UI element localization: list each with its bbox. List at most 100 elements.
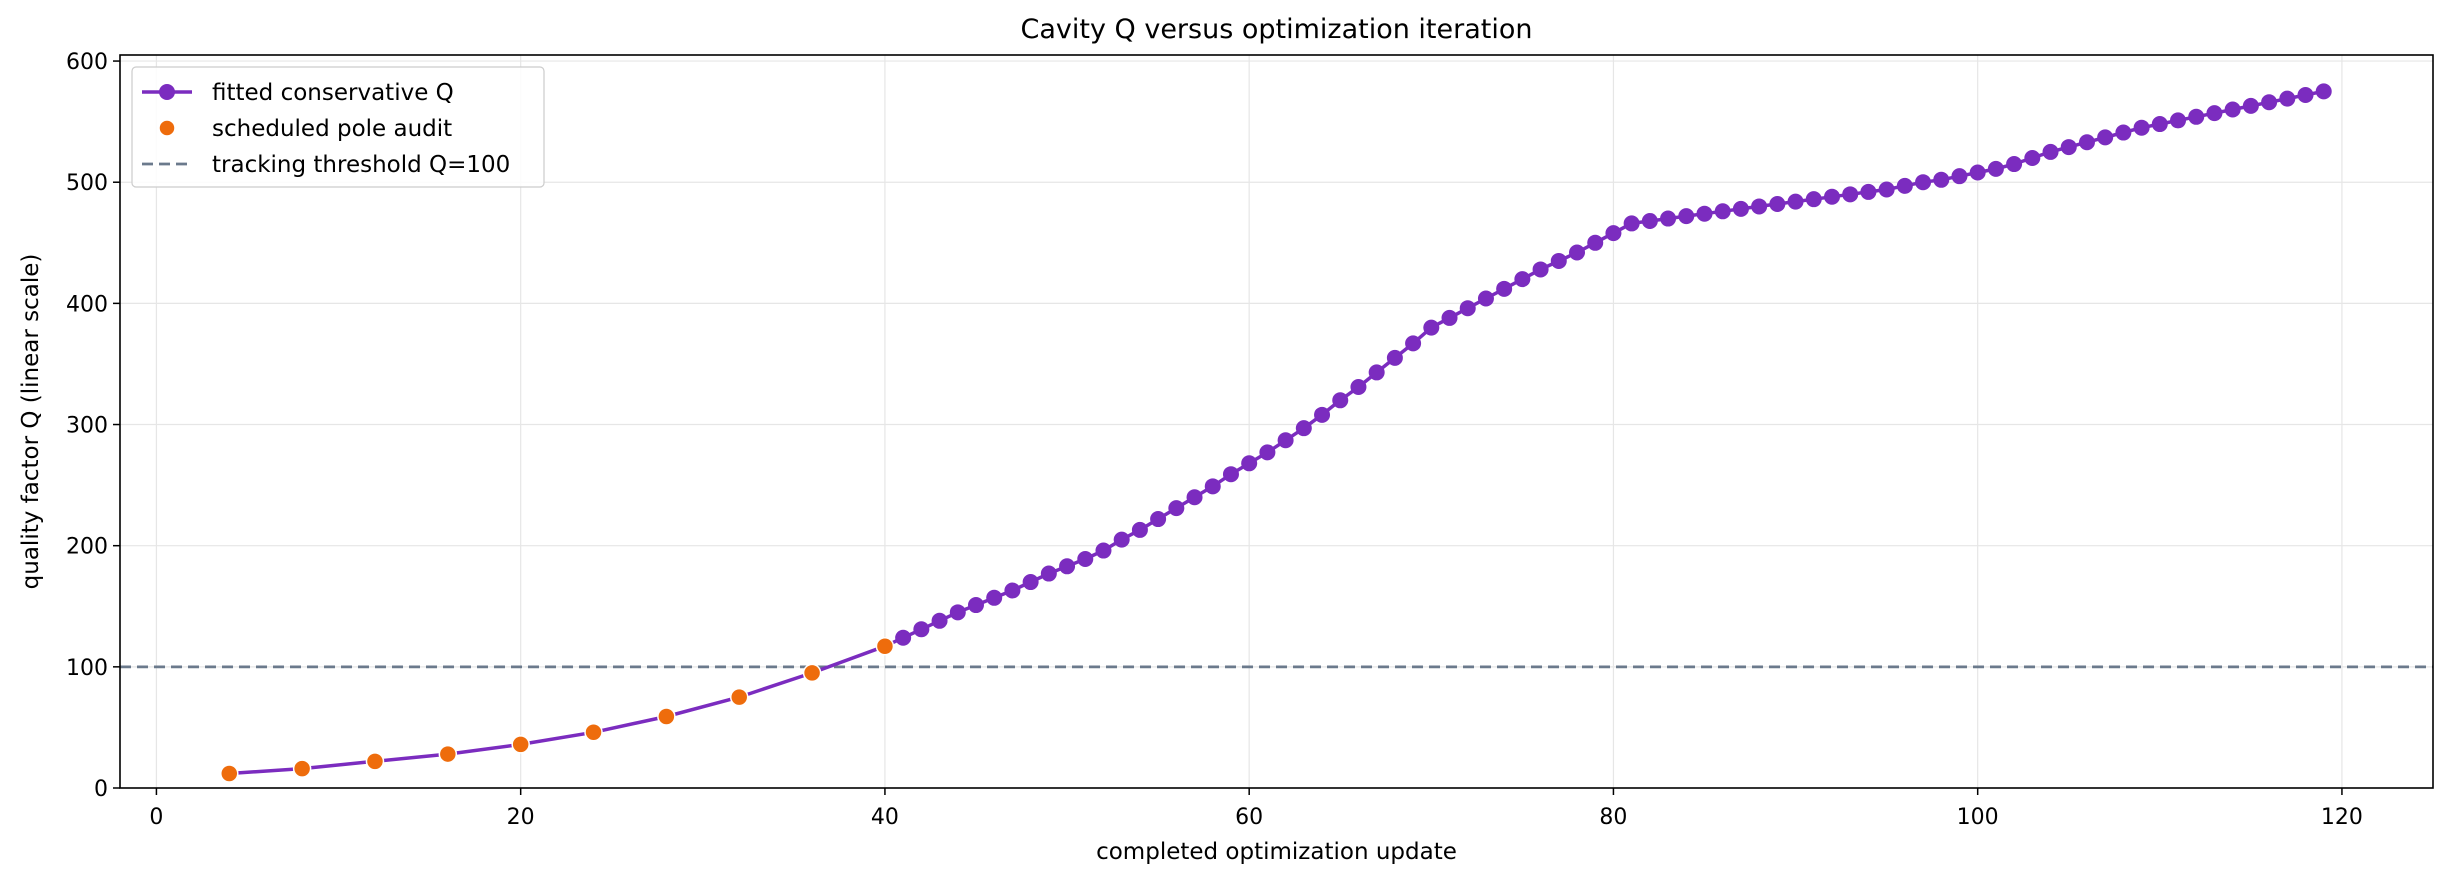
- data-point-fitted: [1186, 489, 1203, 506]
- data-point-fitted: [1441, 309, 1458, 326]
- data-point-fitted: [2170, 112, 2187, 129]
- data-point-audit: [802, 663, 822, 683]
- data-point-fitted: [895, 629, 912, 646]
- data-point-fitted: [2060, 139, 2077, 156]
- data-point-fitted: [1587, 234, 1604, 251]
- data-point-audit: [511, 735, 530, 754]
- data-point-fitted: [1405, 335, 1422, 352]
- data-point-fitted: [2315, 83, 2332, 100]
- y-tick-label: 200: [66, 535, 108, 560]
- data-point-fitted: [2206, 105, 2223, 122]
- y-tick-label: 600: [66, 50, 108, 75]
- data-point-fitted: [2133, 119, 2150, 136]
- data-point-fitted: [2078, 134, 2095, 151]
- data-point-fitted: [1113, 531, 1130, 548]
- data-point-fitted: [2042, 143, 2059, 160]
- data-point-audit: [365, 752, 385, 771]
- data-point-fitted: [1368, 364, 1385, 381]
- data-point-fitted: [1004, 582, 1021, 599]
- data-point-fitted: [913, 621, 930, 638]
- x-tick-label: 20: [507, 805, 535, 830]
- data-point-fitted: [2188, 108, 2205, 125]
- x-axis-label: completed optimization update: [1096, 839, 1457, 865]
- data-point-fitted: [949, 604, 966, 621]
- data-point-fitted: [1386, 349, 1403, 366]
- data-point-fitted: [1696, 205, 1713, 222]
- y-tick-label: 500: [66, 171, 108, 196]
- data-point-audit: [875, 636, 895, 656]
- data-point-fitted: [1842, 186, 1859, 203]
- data-point-fitted: [1769, 196, 1786, 213]
- y-tick-label: 400: [66, 292, 108, 317]
- data-point-audit: [584, 723, 603, 742]
- data-point-fitted: [1878, 181, 1895, 198]
- data-point-fitted: [2006, 156, 2023, 173]
- data-point-fitted: [931, 612, 948, 629]
- data-point-fitted: [1860, 183, 1877, 200]
- x-tick-label: 80: [1599, 805, 1627, 830]
- data-point-fitted: [1805, 191, 1822, 208]
- plot-frame: [119, 54, 2434, 789]
- y-axis-label: quality factor Q (linear scale): [18, 254, 44, 590]
- data-point-fitted: [1623, 215, 1640, 232]
- data-point-fitted: [1131, 521, 1148, 538]
- x-tick-label: 100: [1957, 805, 1999, 830]
- data-point-fitted: [1168, 500, 1185, 517]
- data-point-fitted: [2151, 116, 2168, 133]
- data-point-fitted: [2024, 149, 2041, 166]
- axis-ticks: 0 20 40 60 80 100 120 0 100 200 300 400 500 600: [66, 50, 2363, 830]
- data-point-fitted: [1350, 378, 1367, 395]
- legend-marker-fitted: [159, 84, 175, 100]
- legend-label-audit: scheduled pole audit: [212, 116, 452, 142]
- data-point-fitted: [2297, 86, 2314, 103]
- x-tick-label: 40: [871, 805, 899, 830]
- x-tick-label: 0: [149, 805, 163, 830]
- data-point-fitted: [1823, 188, 1840, 205]
- data-point-fitted: [1987, 160, 2004, 177]
- legend: fitted conservative Q scheduled pole aud…: [131, 66, 545, 188]
- data-point-fitted: [1514, 271, 1531, 288]
- legend-box: [131, 66, 545, 188]
- data-point-fitted: [1022, 574, 1039, 591]
- data-point-fitted: [1496, 280, 1513, 297]
- y-tick-label: 0: [94, 777, 108, 802]
- data-point-fitted: [1569, 244, 1586, 261]
- data-point-fitted: [1969, 164, 1986, 181]
- data-point-audit: [438, 744, 458, 764]
- legend-marker-audit: [158, 119, 176, 137]
- data-point-fitted: [2279, 90, 2296, 107]
- data-point-audit: [657, 707, 676, 726]
- y-tick-label: 300: [66, 414, 108, 439]
- data-point-fitted: [1059, 558, 1076, 575]
- data-point-fitted: [1714, 203, 1731, 220]
- data-point-fitted: [1277, 432, 1294, 449]
- data-point-fitted: [1314, 406, 1331, 423]
- data-point-fitted: [1477, 290, 1494, 307]
- data-point-audit: [220, 764, 239, 783]
- data-point-fitted: [1532, 261, 1549, 278]
- y-tick-label: 100: [66, 656, 108, 681]
- data-point-fitted: [2224, 101, 2241, 118]
- data-point-fitted: [1732, 200, 1749, 217]
- data-point-fitted: [2242, 97, 2259, 114]
- data-point-fitted: [967, 597, 984, 614]
- data-point-fitted: [1040, 565, 1057, 582]
- data-point-fitted: [1332, 392, 1349, 409]
- data-point-fitted: [1241, 455, 1258, 472]
- data-point-fitted: [1787, 193, 1804, 210]
- data-point-fitted: [1295, 420, 1312, 437]
- x-tick-label: 120: [2321, 805, 2363, 830]
- x-tick-label: 60: [1235, 805, 1263, 830]
- data-point-fitted: [1678, 208, 1695, 225]
- data-point-fitted: [1896, 177, 1913, 194]
- data-point-fitted: [1605, 225, 1622, 242]
- data-point-fitted: [1204, 478, 1221, 495]
- data-point-fitted: [2097, 129, 2114, 146]
- data-point-audit: [729, 687, 749, 707]
- data-point-fitted: [2115, 124, 2132, 141]
- data-point-fitted: [1550, 252, 1567, 269]
- data-point-fitted: [1150, 511, 1167, 528]
- series-group: [220, 83, 2332, 783]
- data-point-audit: [292, 759, 312, 778]
